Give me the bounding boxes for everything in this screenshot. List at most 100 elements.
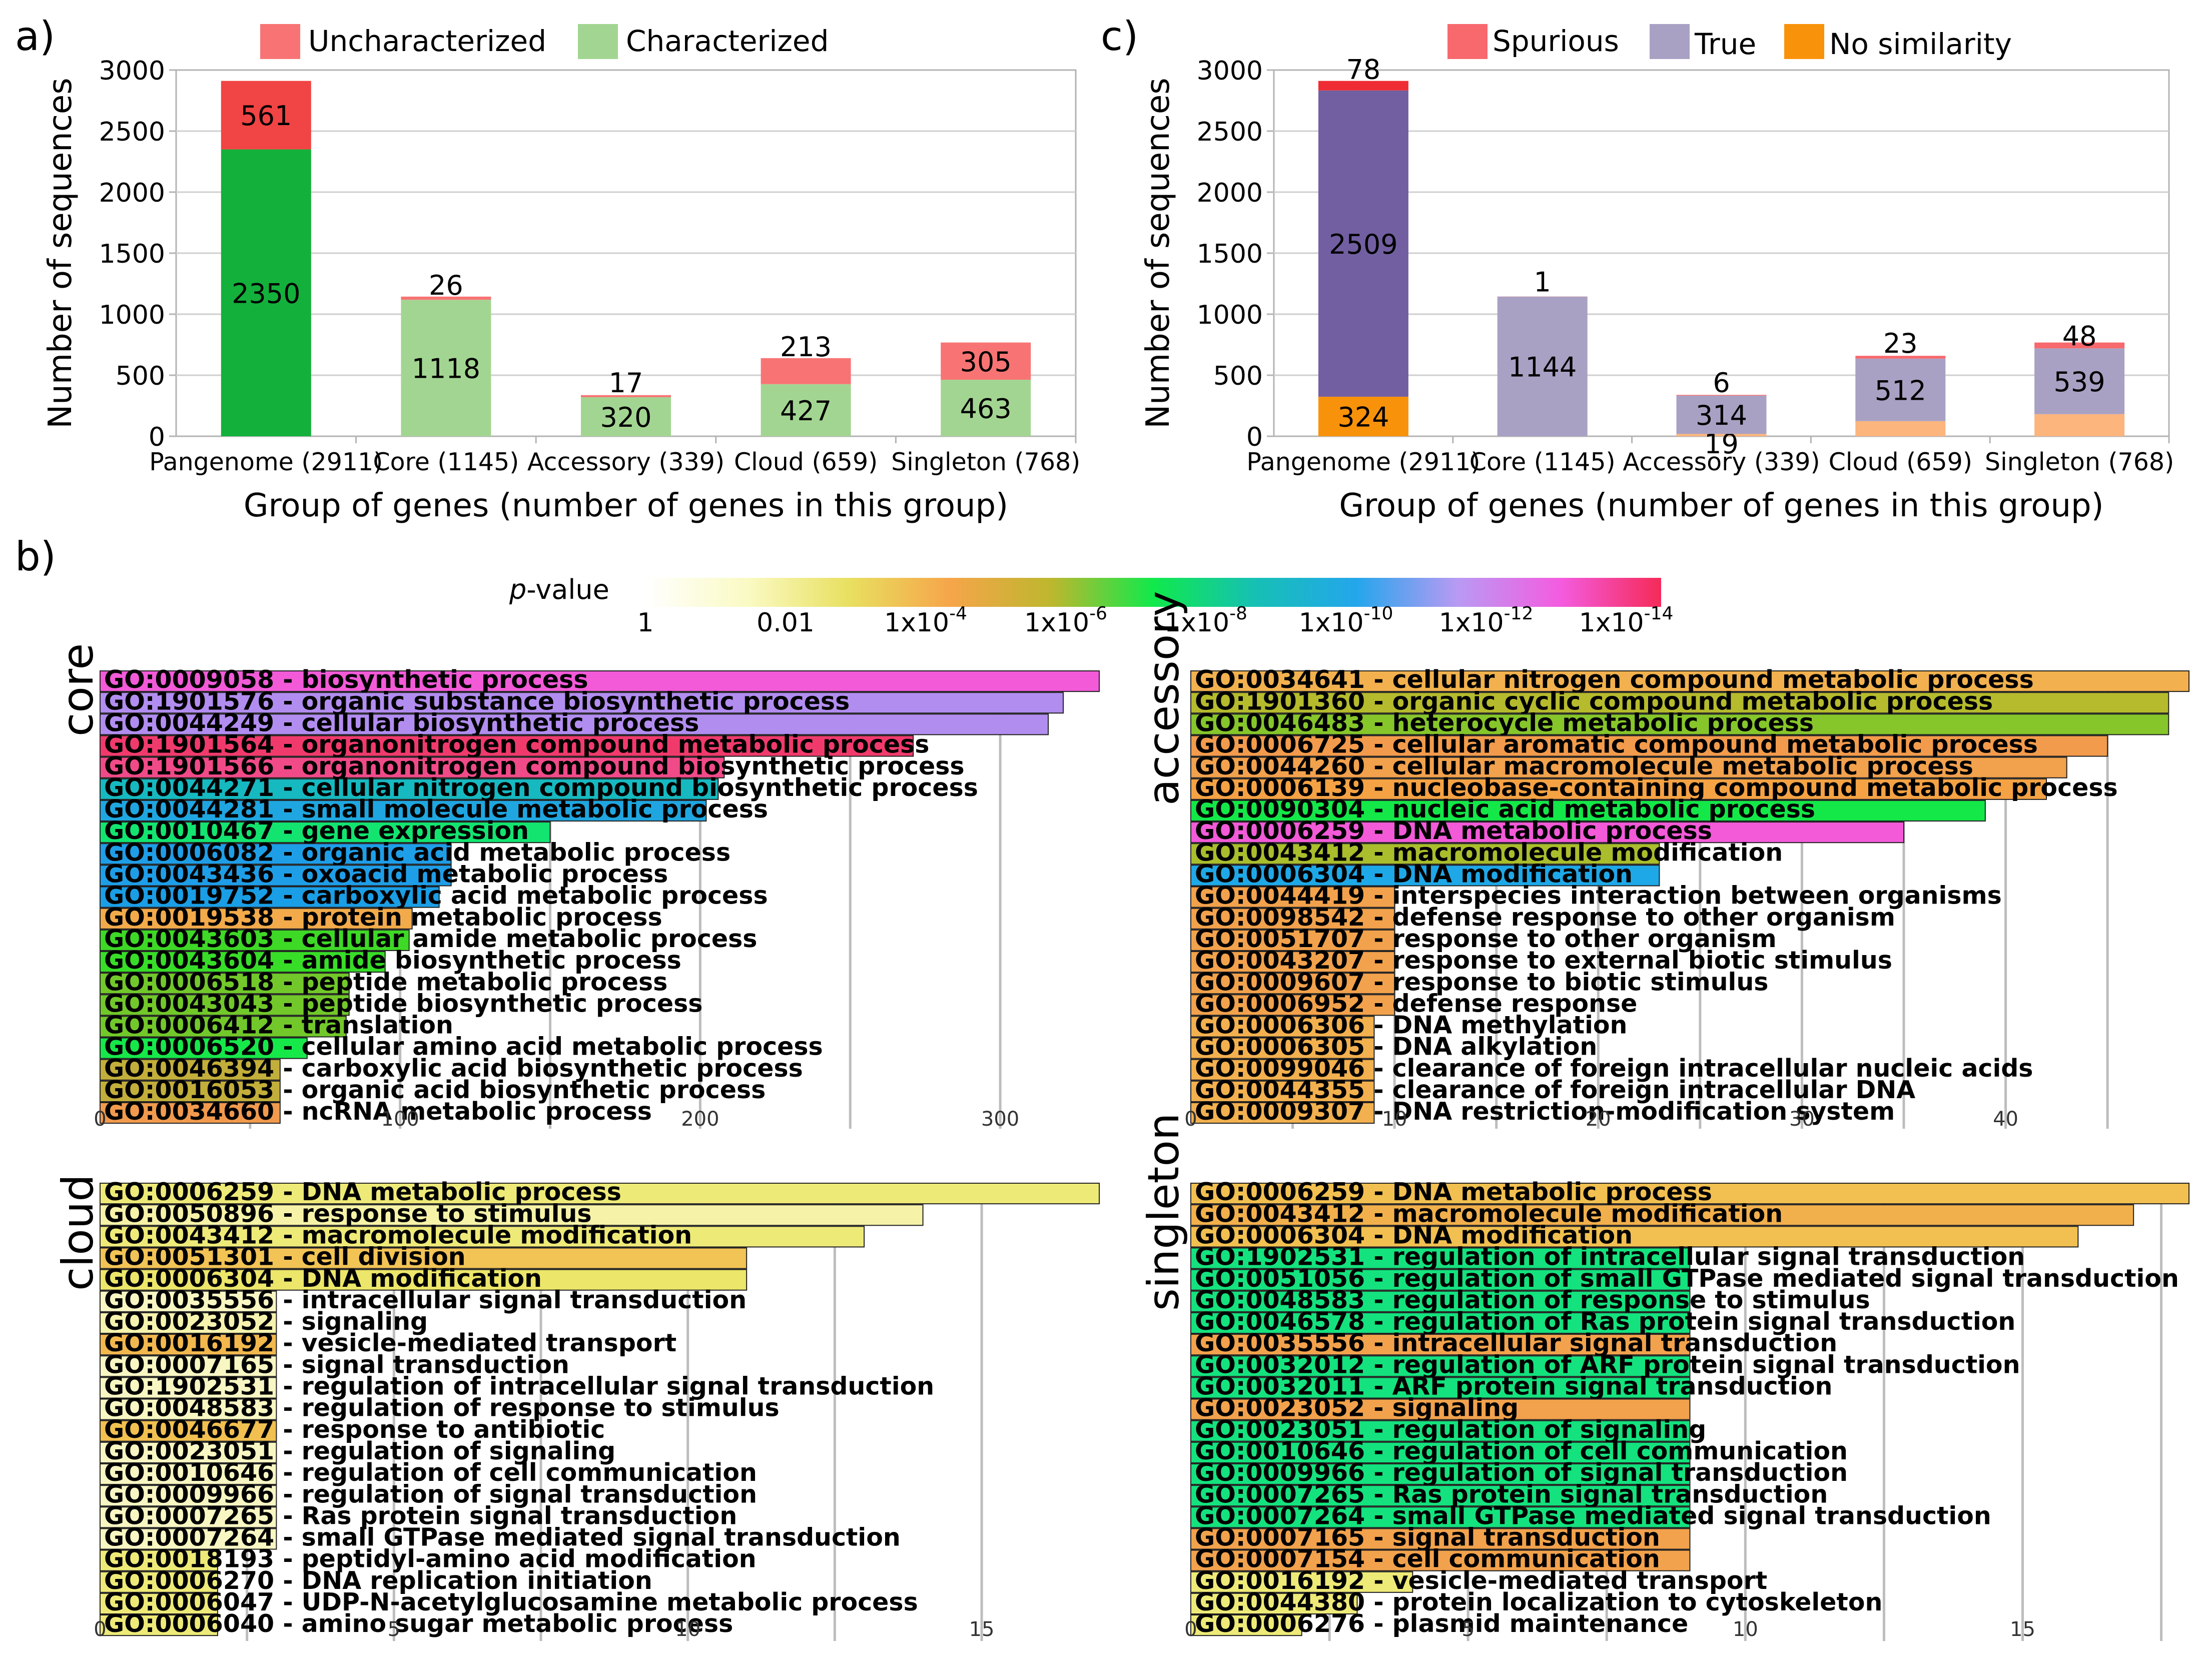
data-label: 48 [2062, 321, 2097, 352]
panel-label-a: a) [15, 13, 55, 60]
go-bar [100, 756, 725, 778]
go-bar [1190, 1485, 1691, 1507]
colorbar-tick-exponent: -4 [949, 603, 967, 624]
go-term-label: GO:0023052 - signaling [1195, 1394, 1519, 1422]
x-tick-label: 15 [2010, 1618, 2035, 1641]
x-tick-label: Singleton (768) [891, 448, 1080, 476]
bar-segment [1676, 395, 1767, 434]
data-label: 1 [1534, 267, 1551, 298]
chart-panel-singleton: GO:0006259 - DNA metabolic processGO:004… [1139, 1113, 2189, 1641]
y-tick-label: 1000 [99, 300, 165, 330]
go-term-label: GO:0034660 - ncRNA metabolic process [104, 1097, 652, 1126]
go-bar [100, 1614, 218, 1636]
go-term-label: GO:0043207 - response to external biotic… [1195, 946, 1892, 975]
go-term-label: GO:0035556 - intracellular signal transd… [104, 1286, 747, 1314]
go-term-label: GO:0006259 - DNA metabolic process [1195, 816, 1712, 845]
go-bar [100, 886, 440, 908]
legend-swatch [1650, 24, 1690, 59]
y-tick-label: 3000 [1197, 56, 1263, 86]
go-term-label: GO:0009058 - biosynthetic process [104, 665, 588, 694]
go-term-label: GO:0016053 - organic acid biosynthetic p… [104, 1076, 766, 1104]
colorbar-tick-label: 1x10-14 [1579, 603, 1674, 638]
go-bar [100, 994, 350, 1016]
go-term-label: GO:1902531 - regulation of intracellular… [104, 1372, 934, 1401]
go-bar [100, 1226, 865, 1248]
go-term-label: GO:1901360 - organic cyclic compound met… [1195, 687, 1993, 715]
colorbar-tick-base: 1x10 [1439, 608, 1504, 638]
go-term-label: GO:0048583 - regulation of response to s… [1195, 1286, 1870, 1314]
x-tick-label: 100 [381, 1108, 419, 1131]
go-bar [100, 951, 386, 973]
go-term-label: GO:0006270 - DNA replication initiation [104, 1566, 652, 1595]
go-bar [100, 1269, 748, 1291]
bar-segment [1497, 296, 1588, 436]
go-term-label: GO:0007154 - cell communication [1195, 1545, 1660, 1573]
data-label: 324 [1337, 401, 1389, 433]
go-bar [1190, 1226, 2079, 1248]
x-tick-label: 20 [1586, 1108, 1611, 1131]
go-bar [1190, 1247, 1691, 1269]
bar-segment [581, 397, 671, 436]
go-bar [100, 1204, 924, 1226]
data-label: 305 [960, 346, 1012, 378]
chart-panel-a: 0 500 1000 1500 2000 2500 3000 Number of sequen… [42, 24, 1080, 524]
bar-segment [221, 149, 311, 437]
go-bar [1190, 799, 1986, 822]
go-term-label: GO:0043604 - amide biosynthetic process [104, 946, 681, 975]
data-label: 6 [1713, 367, 1730, 398]
x-tick-label: 40 [1993, 1108, 2018, 1131]
go-bar [1190, 951, 1395, 973]
go-term-label: GO:0051056 - regulation of small GTPase … [1195, 1264, 2179, 1293]
go-term-label: GO:0043603 - cellular amide metabolic pr… [104, 925, 757, 953]
data-label: 26 [429, 270, 463, 301]
go-bar [100, 1290, 277, 1312]
go-term-label: GO:0034641 - cellular nitrogen compound … [1195, 665, 2034, 694]
y-tick-label: 1000 [1197, 300, 1263, 330]
go-bar [1190, 1614, 1302, 1636]
go-term-label: GO:0019752 - carboxylic acid metabolic p… [104, 882, 768, 910]
go-bar [100, 1377, 277, 1399]
go-bar [1190, 1549, 1691, 1571]
y-tick-label: 1500 [1197, 239, 1263, 269]
colorbar-title-italic: p [509, 574, 526, 605]
bar-segment [941, 380, 1031, 436]
colorbar-tick-base: 1 [637, 608, 653, 638]
go-bar [1190, 994, 1395, 1016]
go-bar [100, 908, 413, 930]
go-bar [100, 1183, 1100, 1205]
colorbar-tick-base: 1x10 [1299, 608, 1364, 638]
panel-title: accessory [1139, 591, 1189, 805]
go-term-label: GO:0046394 - carboxylic acid biosyntheti… [104, 1054, 803, 1083]
go-bar [1190, 1204, 2134, 1226]
go-term-label: GO:0006259 - DNA metabolic process [104, 1178, 621, 1206]
go-term-label: GO:0043436 - oxoacid metabolic process [104, 860, 668, 889]
go-bar [1190, 1463, 1691, 1485]
colorbar-tick-base: 1x10 [884, 608, 949, 638]
bar-segment [2034, 342, 2125, 349]
y-tick-label: 1500 [99, 239, 165, 269]
go-term-label: GO:0006306 - DNA methylation [1195, 1011, 1627, 1040]
go-term-label: GO:0044355 - clearance of foreign intrac… [1195, 1076, 1915, 1104]
x-axis-label: Group of genes (number of genes in this … [244, 487, 1008, 524]
go-term-label: GO:0007165 - signal transduction [104, 1350, 569, 1379]
chart-panel-cloud: GO:0006259 - DNA metabolic processGO:005… [53, 1174, 1100, 1641]
go-bar [100, 1355, 277, 1377]
y-axis-label: Number of sequences [1140, 78, 1177, 428]
go-term-label: GO:0043412 - macromolecule modification [104, 1221, 692, 1249]
go-term-label: GO:0098542 - defense response to other o… [1195, 903, 1895, 932]
go-term-label: GO:0006276 - plasmid maintenance [1195, 1609, 1688, 1638]
go-term-label: GO:0090304 - nucleic acid metabolic proc… [1195, 795, 1815, 823]
go-term-label: GO:0046677 - response to antibiotic [104, 1415, 605, 1444]
go-bar [100, 799, 707, 822]
go-bar [1190, 1506, 1691, 1528]
x-tick-label: 5 [388, 1618, 400, 1641]
go-bar [100, 735, 914, 757]
data-label: 2509 [1329, 229, 1397, 260]
go-term-label: GO:0023052 - signaling [104, 1307, 428, 1336]
go-bar [100, 1463, 277, 1485]
go-bar [100, 778, 719, 800]
panel-title: cloud [53, 1174, 103, 1291]
bar-segment [1855, 358, 1946, 421]
colorbar-tick-labels: 1 0.01 1x10-4 1x10-6 1x10-8 1x10-10 1x10-12 1x1… [637, 603, 1673, 638]
